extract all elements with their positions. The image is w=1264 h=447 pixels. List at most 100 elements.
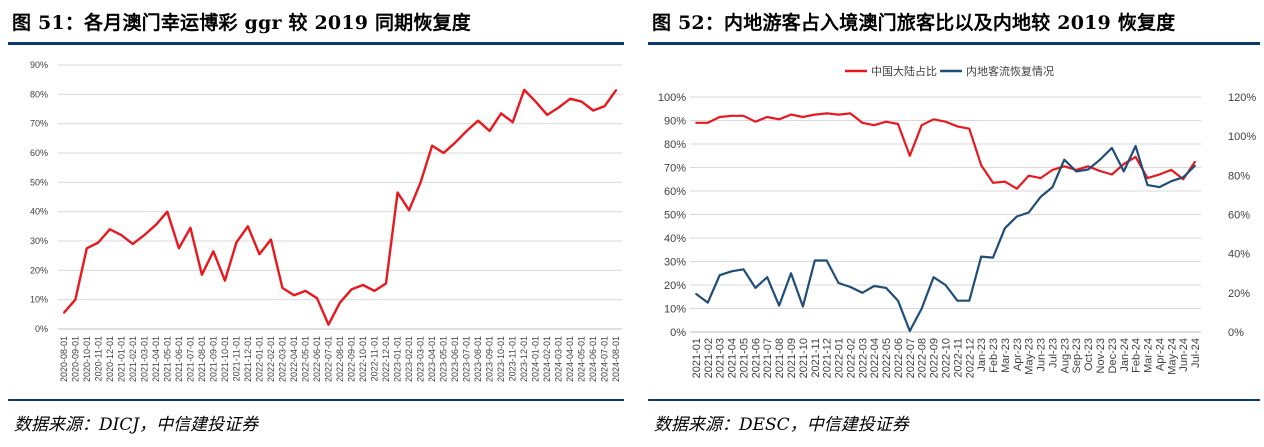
data-point: [1146, 184, 1149, 186]
left-y-tick-label: 60%: [664, 186, 686, 198]
figure-51: 图 51：各月澳门幸运博彩 ggr 较 2019 同期恢复度 0% 10% 20% 3…: [8, 12, 624, 435]
data-point: [1039, 196, 1042, 198]
x-tick-label: 2024-05-01: [577, 336, 587, 382]
x-tick-label: 2022-10-01: [358, 336, 368, 382]
data-point: [327, 323, 330, 326]
data-point: [718, 116, 721, 118]
mainland-visitor-chart: 0% 10% 20% 30% 40% 50% 60% 70% 80% 90% 100% 0% 20% 40…: [658, 64, 1256, 378]
data-point: [1099, 170, 1101, 172]
data-point: [270, 238, 272, 241]
x-tick-label: 2022-04: [869, 338, 881, 378]
x-tick-label: 2023-09-01: [485, 336, 495, 382]
x-tick-label: Feb-24: [1131, 338, 1143, 373]
data-point: [754, 120, 757, 123]
data-point: [477, 119, 479, 122]
x-tick-label: Jul-23: [1047, 338, 1059, 368]
y-tick-label: 20%: [30, 265, 48, 275]
left-y-tick-label: 70%: [664, 163, 686, 175]
x-tick-label: 2023-04-01: [427, 336, 437, 382]
data-point: [546, 114, 548, 116]
x-tick-label: 2021-08-01: [197, 336, 207, 382]
data-point: [235, 241, 238, 244]
data-point: [97, 241, 100, 244]
data-point: [1087, 168, 1089, 171]
data-point: [825, 112, 828, 115]
right-y-tick-label: 20%: [1228, 288, 1250, 300]
data-point: [932, 276, 935, 278]
legend-label: 中国大陆占比: [871, 64, 937, 78]
data-point: [603, 105, 606, 107]
data-point: [189, 227, 192, 229]
data-point: [766, 116, 769, 118]
data-point: [837, 282, 840, 284]
data-point: [224, 279, 226, 282]
ggr-recovery-chart: 0%10%20%30%40%50%60%70%80%90%2020-08-01 2…: [30, 60, 622, 382]
right-y-tick-label: 80%: [1228, 170, 1250, 182]
x-tick-label: 2020-09-01: [70, 336, 80, 382]
left-y-tick-label: 80%: [664, 139, 686, 151]
x-tick-label: 2022-07: [905, 338, 917, 378]
figure-51-title: 图 51：各月澳门幸运博彩 ggr 较 2019 同期恢复度: [12, 12, 471, 34]
source-rule: [8, 399, 624, 401]
x-tick-label: 2022-04-01: [289, 336, 299, 382]
x-tick-label: 2023-06-01: [450, 336, 460, 382]
data-point: [718, 274, 721, 277]
x-tick-label: Jan-23: [976, 338, 988, 372]
x-tick-label: Jun-23: [1036, 338, 1048, 372]
x-tick-label: 2022-06: [893, 338, 905, 378]
x-tick-label: 2021-03-01: [139, 336, 149, 382]
right-y-tick-label: 0%: [1228, 327, 1244, 339]
x-tick-label: May-24: [1166, 338, 1178, 375]
x-tick-label: Jul-24: [1190, 338, 1202, 368]
data-point: [1194, 160, 1196, 163]
y-tick-label: 10%: [30, 295, 48, 305]
data-point: [980, 164, 982, 166]
figure-52: 图 52：内地游客占入境澳门旅客比以及内地较 2019 恢复度 0% 10% 20%…: [632, 0, 1264, 447]
x-tick-label: 2022-01-01: [254, 336, 264, 382]
data-point: [523, 89, 525, 91]
data-point: [707, 301, 709, 304]
x-tick-label: 2021-01: [691, 338, 703, 378]
data-point: [873, 285, 875, 287]
y-tick-label: 40%: [30, 207, 48, 217]
series-line-ggr-recovery: [62, 88, 618, 326]
x-tick-label: 2021-04: [727, 338, 739, 378]
x-tick-label: 2022-05: [881, 338, 893, 378]
x-tick-label: 2021-01-01: [116, 336, 126, 382]
x-tick-label: 2023-08-01: [473, 336, 483, 382]
left-y-tick-label: 100%: [658, 92, 686, 104]
x-tick-label: Feb-23: [988, 338, 1000, 373]
x-tick-label: 2022-08: [917, 338, 929, 378]
data-point: [742, 115, 745, 117]
data-point: [419, 181, 422, 184]
data-point: [909, 154, 911, 157]
x-tick-label: 2022-09-01: [347, 336, 357, 382]
data-point: [1039, 177, 1042, 179]
data-point: [580, 100, 583, 103]
x-tick-label: Dec-23: [1107, 338, 1119, 373]
y-tick-label: 30%: [30, 236, 48, 246]
data-point: [837, 113, 840, 116]
x-tick-label: 2022-09: [929, 338, 941, 378]
data-point: [373, 290, 376, 292]
data-point: [1158, 173, 1161, 176]
x-tick-label: 2022-07-01: [323, 336, 333, 382]
data-point: [695, 122, 697, 124]
x-tick-label: 2023-10-01: [496, 336, 506, 382]
data-point: [1182, 178, 1184, 181]
x-tick-label: 2021-10-01: [220, 336, 230, 382]
right-y-tick-label: 60%: [1228, 210, 1250, 222]
x-tick-label: 2022-08-01: [335, 336, 345, 382]
x-tick-label: 2021-03: [715, 338, 727, 378]
data-point: [849, 112, 852, 115]
x-tick-label: Nov-23: [1095, 338, 1107, 373]
data-point: [778, 118, 780, 121]
right-y-tick-label: 100%: [1228, 131, 1256, 143]
data-point: [992, 256, 994, 259]
x-tick-label: 2020-11-01: [93, 336, 103, 381]
data-point: [212, 250, 215, 253]
x-tick-label: 2023-12-01: [519, 336, 529, 382]
data-point: [920, 307, 923, 310]
data-point: [1063, 158, 1066, 161]
x-tick-label: 2023-05-01: [439, 336, 449, 382]
